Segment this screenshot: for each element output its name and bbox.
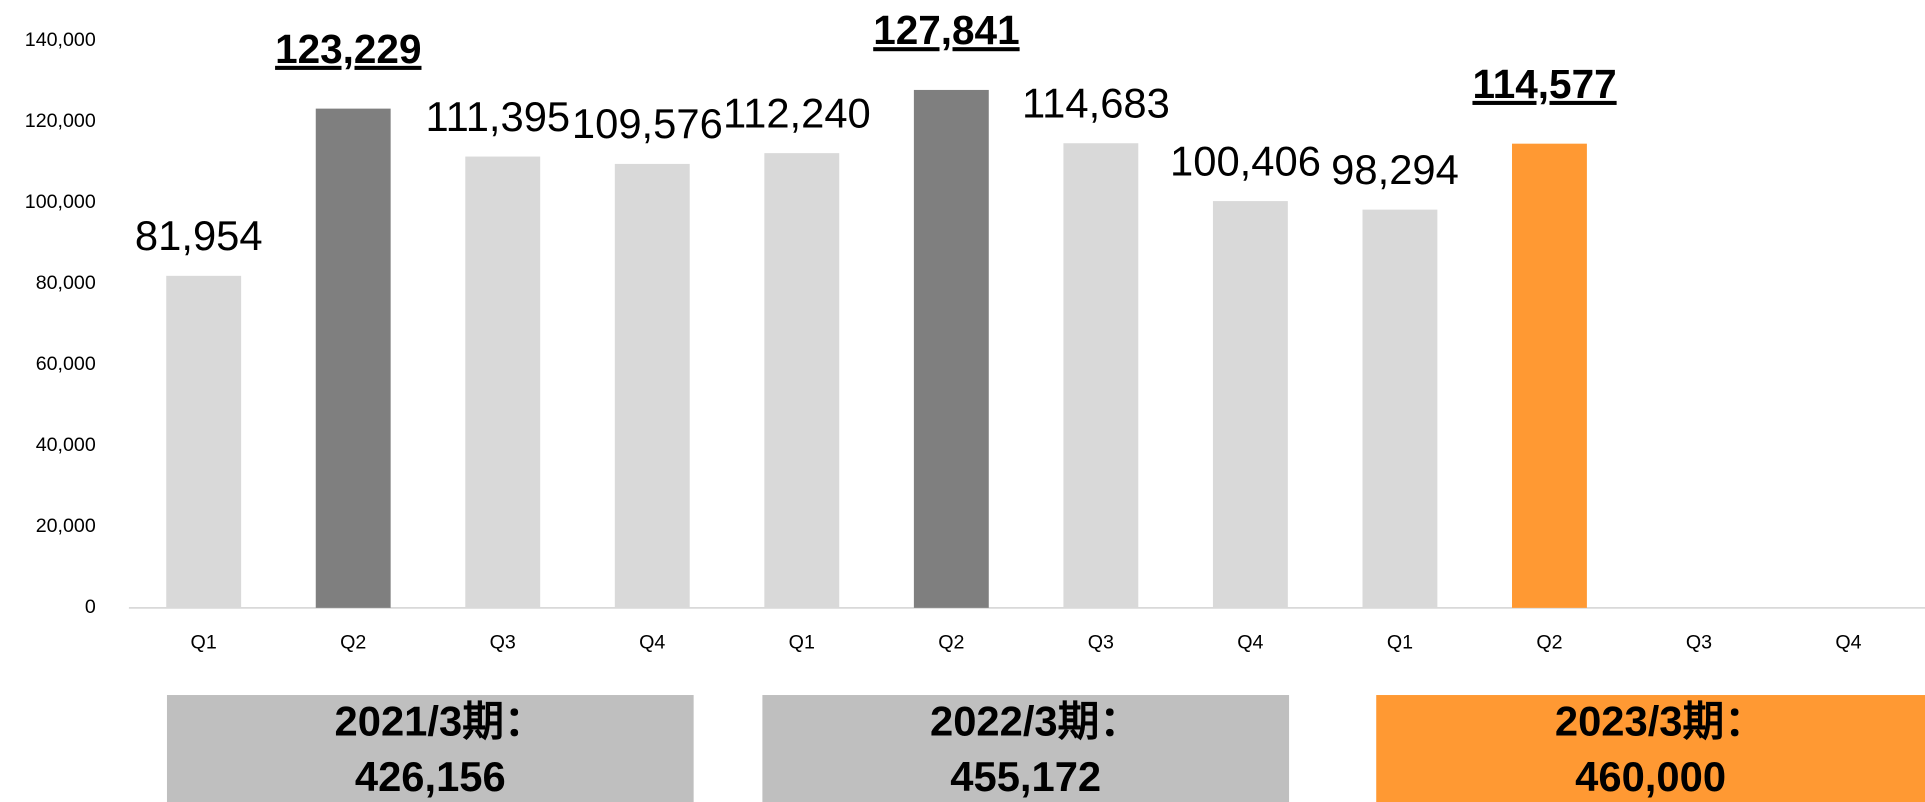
bar xyxy=(614,163,690,608)
bar xyxy=(1063,143,1139,608)
y-tick-label: 20,000 xyxy=(36,515,96,537)
x-tick-label: Q1 xyxy=(789,632,815,654)
value-label: 81,954 xyxy=(135,212,263,259)
fiscal-total-box xyxy=(166,695,694,802)
x-tick-label: Q4 xyxy=(1237,632,1263,654)
bar xyxy=(764,153,840,608)
bar xyxy=(465,156,541,608)
value-label: 109,576 xyxy=(572,100,723,147)
y-tick-label: 120,000 xyxy=(25,110,96,132)
bar xyxy=(913,89,989,608)
value-label: 100,406 xyxy=(1170,137,1321,184)
bar xyxy=(315,108,391,608)
y-tick-label: 140,000 xyxy=(25,29,96,51)
x-tick-label: Q2 xyxy=(938,632,964,654)
x-tick-label: Q1 xyxy=(191,632,217,654)
bar xyxy=(1362,209,1438,608)
value-label: 114,577 xyxy=(1472,61,1616,107)
y-tick-label: 60,000 xyxy=(36,353,96,375)
fiscal-value: 426,156 xyxy=(355,753,506,800)
value-label: 112,240 xyxy=(723,89,871,136)
y-tick-label: 80,000 xyxy=(36,272,96,294)
value-label: 98,294 xyxy=(1331,146,1459,193)
fiscal-value: 460,000 xyxy=(1575,753,1726,800)
x-tick-label: Q1 xyxy=(1387,632,1413,654)
x-tick-label: Q2 xyxy=(1536,632,1562,654)
x-tick-label: Q4 xyxy=(1835,632,1861,654)
x-tick-label: Q3 xyxy=(1686,632,1712,654)
bar xyxy=(166,275,242,608)
fiscal-value: 455,172 xyxy=(950,753,1101,800)
y-tick-label: 100,000 xyxy=(25,191,96,213)
x-tick-label: Q3 xyxy=(1088,632,1114,654)
fiscal-label: 2022/3期： xyxy=(930,698,1141,745)
bar xyxy=(1212,201,1288,608)
value-label: 127,841 xyxy=(873,7,1019,53)
value-label: 123,229 xyxy=(275,26,421,72)
value-label: 111,395 xyxy=(425,93,570,140)
fiscal-total-box xyxy=(1376,695,1925,802)
fiscal-total-box xyxy=(762,695,1290,802)
x-tick-label: Q3 xyxy=(490,632,516,654)
y-tick-label: 0 xyxy=(85,596,96,618)
bar xyxy=(1512,143,1587,608)
fiscal-label: 2021/3期： xyxy=(335,698,546,745)
x-tick-label: Q4 xyxy=(639,632,665,654)
x-tick-label: Q2 xyxy=(340,632,366,654)
fiscal-label: 2023/3期： xyxy=(1555,698,1766,745)
y-tick-label: 40,000 xyxy=(36,434,96,456)
value-label: 114,683 xyxy=(1022,79,1170,126)
